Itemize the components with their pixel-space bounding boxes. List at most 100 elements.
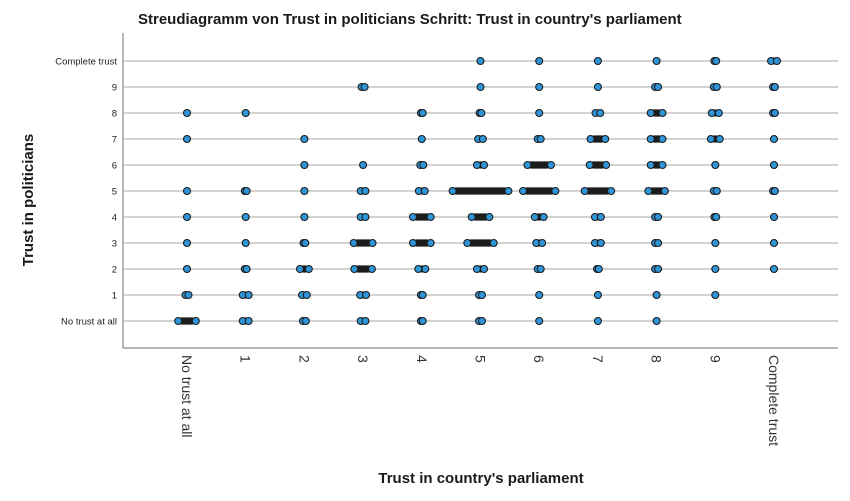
- point-marker: [711, 238, 720, 248]
- point-marker: [302, 290, 311, 300]
- point-marker: [535, 108, 544, 118]
- data-point: [593, 82, 602, 92]
- point-marker: [706, 134, 715, 144]
- point-marker: [300, 134, 309, 144]
- data-point: [359, 160, 368, 170]
- y-tick-label: No trust at all: [61, 317, 117, 328]
- point-marker: [476, 56, 485, 66]
- data-point: [240, 186, 251, 196]
- x-tick-label: 5: [473, 355, 489, 363]
- point-marker: [596, 108, 605, 118]
- data-point: [182, 212, 192, 222]
- data-point: [174, 316, 200, 326]
- data-point: [523, 160, 555, 170]
- data-point: [356, 212, 370, 222]
- data-point: [181, 290, 193, 300]
- x-tick-label: 2: [296, 355, 312, 363]
- data-point: [467, 212, 494, 222]
- point-marker: [350, 264, 359, 274]
- data-point: [476, 82, 485, 92]
- point-marker: [658, 160, 667, 170]
- point-marker: [593, 316, 602, 326]
- point-marker: [535, 316, 544, 326]
- point-marker: [585, 160, 594, 170]
- data-point: [711, 264, 720, 274]
- x-tick-label: 7: [590, 355, 606, 363]
- point-marker: [472, 264, 482, 274]
- x-tick-label: 9: [707, 355, 723, 363]
- point-marker: [654, 82, 663, 92]
- data-point: [535, 108, 544, 118]
- point-marker: [448, 186, 457, 196]
- data-point: [182, 186, 192, 196]
- data-point: [707, 108, 723, 118]
- point-marker: [593, 82, 602, 92]
- point-marker: [295, 264, 305, 274]
- point-marker: [182, 212, 192, 222]
- point-marker: [241, 212, 250, 222]
- data-point: [593, 290, 602, 300]
- data-point: [535, 316, 544, 326]
- point-marker: [244, 316, 253, 326]
- point-marker: [182, 186, 192, 196]
- point-marker: [417, 134, 426, 144]
- chart-title: Streudiagramm von Trust in politicians S…: [138, 11, 682, 28]
- data-point: [182, 108, 192, 118]
- point-marker: [420, 186, 429, 196]
- point-cluster: [412, 239, 431, 247]
- point-marker: [654, 264, 663, 274]
- data-point: [535, 56, 544, 66]
- data-point: [580, 186, 616, 196]
- point-marker: [477, 290, 487, 300]
- point-marker: [601, 134, 610, 144]
- data-points: [174, 56, 781, 326]
- data-point: [590, 212, 605, 222]
- data-point: [593, 316, 602, 326]
- y-tick-label: 2: [112, 265, 117, 276]
- data-point: [590, 238, 605, 248]
- data-point: [710, 56, 721, 66]
- point-marker: [596, 212, 605, 222]
- point-marker: [349, 238, 358, 248]
- point-cluster: [412, 213, 431, 221]
- point-cluster: [523, 187, 556, 195]
- point-marker: [712, 56, 721, 66]
- point-marker: [478, 134, 487, 144]
- point-marker: [301, 316, 310, 326]
- point-marker: [593, 290, 602, 300]
- x-tick-label: Complete trust: [766, 355, 782, 446]
- point-marker: [361, 290, 371, 300]
- point-marker: [539, 212, 548, 222]
- data-point: [646, 160, 667, 170]
- point-marker: [477, 316, 487, 326]
- data-point: [769, 82, 779, 92]
- data-point: [519, 186, 560, 196]
- point-marker: [660, 186, 669, 196]
- point-marker: [476, 82, 485, 92]
- point-marker: [551, 186, 560, 196]
- point-marker: [714, 108, 723, 118]
- x-tick-label: No trust at all: [179, 355, 195, 437]
- point-marker: [711, 264, 720, 274]
- point-marker: [658, 108, 667, 118]
- data-point: [241, 238, 250, 248]
- point-marker: [182, 238, 192, 248]
- point-cluster: [471, 213, 490, 221]
- data-point: [646, 134, 667, 144]
- point-marker: [361, 316, 370, 326]
- point-marker: [361, 212, 370, 222]
- point-marker: [519, 186, 528, 196]
- point-marker: [646, 134, 655, 144]
- point-marker: [707, 108, 716, 118]
- x-tick-label: 1: [238, 355, 254, 363]
- data-point: [448, 186, 513, 196]
- point-marker: [359, 160, 368, 170]
- point-marker: [535, 290, 544, 300]
- data-point: [710, 212, 721, 222]
- data-point: [182, 134, 192, 144]
- y-tick-label: 5: [112, 187, 117, 198]
- point-marker: [580, 186, 589, 196]
- data-point: [535, 290, 544, 300]
- data-point: [416, 290, 427, 300]
